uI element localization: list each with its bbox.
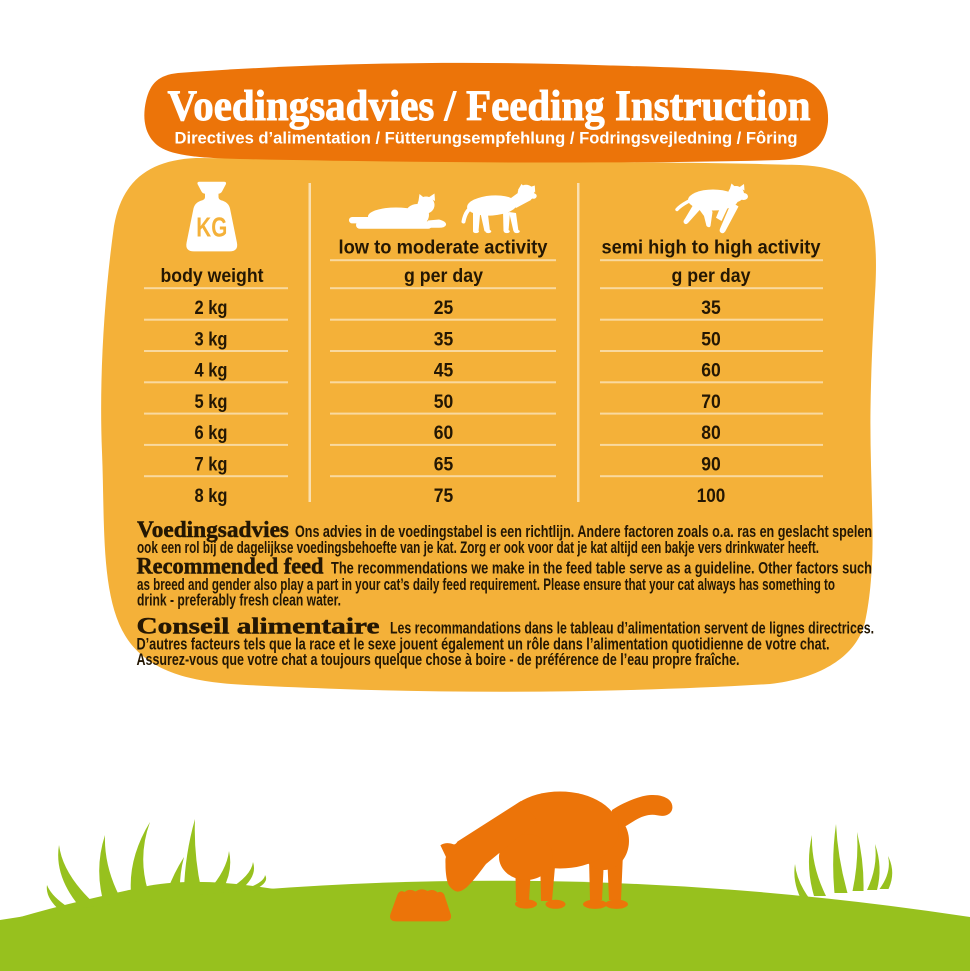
svg-text:The recommendations we make in: The recommendations we make in the feed … (331, 559, 872, 577)
svg-text:as breed and gender also play: as breed and gender also play a part in … (137, 576, 835, 594)
svg-text:75: 75 (434, 486, 454, 507)
svg-text:Directives d’alimentation / Fü: Directives d’alimentation / Fütterungsem… (175, 129, 798, 148)
svg-text:60: 60 (434, 423, 454, 444)
svg-text:g per day: g per day (672, 266, 751, 287)
svg-text:D’autres facteurs tels que la: D’autres facteurs tels que la race et le… (137, 636, 830, 654)
svg-text:body weight: body weight (161, 266, 265, 287)
svg-text:65: 65 (434, 455, 454, 476)
svg-text:Conseil alimentaire: Conseil alimentaire (137, 613, 380, 638)
svg-text:Les recommandations dans le ta: Les recommandations dans le tableau d’al… (390, 619, 874, 637)
svg-text:50: 50 (701, 329, 721, 350)
svg-text:ook een rol bij de dagelijkse: ook een rol bij de dagelijkse voedingsbe… (137, 539, 819, 557)
svg-text:80: 80 (701, 423, 721, 444)
svg-text:5 kg: 5 kg (195, 392, 228, 413)
svg-text:35: 35 (434, 329, 454, 350)
svg-text:90: 90 (701, 455, 721, 476)
svg-text:100: 100 (697, 486, 726, 507)
svg-text:25: 25 (434, 298, 454, 319)
svg-text:KG: KG (196, 212, 227, 243)
svg-text:3 kg: 3 kg (195, 329, 228, 350)
svg-text:2 kg: 2 kg (195, 298, 228, 319)
svg-text:drink - preferably fresh clean: drink - preferably fresh clean water. (137, 592, 341, 610)
svg-text:35: 35 (701, 298, 721, 319)
svg-text:8 kg: 8 kg (195, 486, 228, 507)
svg-text:6 kg: 6 kg (195, 423, 228, 444)
svg-text:g per day: g per day (404, 266, 483, 287)
svg-text:Voedingsadvies: Voedingsadvies (137, 517, 289, 542)
svg-text:50: 50 (434, 392, 454, 413)
svg-text:4 kg: 4 kg (195, 361, 228, 382)
svg-text:Ons advies in de voedingstabel: Ons advies in de voedingstabel is een ri… (295, 523, 872, 541)
svg-text:Voedingsadvies / Feeding Instr: Voedingsadvies / Feeding Instruction (168, 83, 811, 130)
svg-text:low to moderate activity: low to moderate activity (339, 238, 548, 259)
svg-text:semi high to high activity: semi high to high activity (602, 238, 821, 259)
svg-text:Assurez-vous que votre chat a: Assurez-vous que votre chat a toujours q… (137, 651, 740, 669)
svg-text:70: 70 (701, 392, 721, 413)
svg-text:45: 45 (434, 361, 454, 382)
svg-text:7 kg: 7 kg (195, 455, 228, 476)
svg-text:60: 60 (701, 361, 721, 382)
svg-text:Recommended feed: Recommended feed (137, 553, 324, 578)
